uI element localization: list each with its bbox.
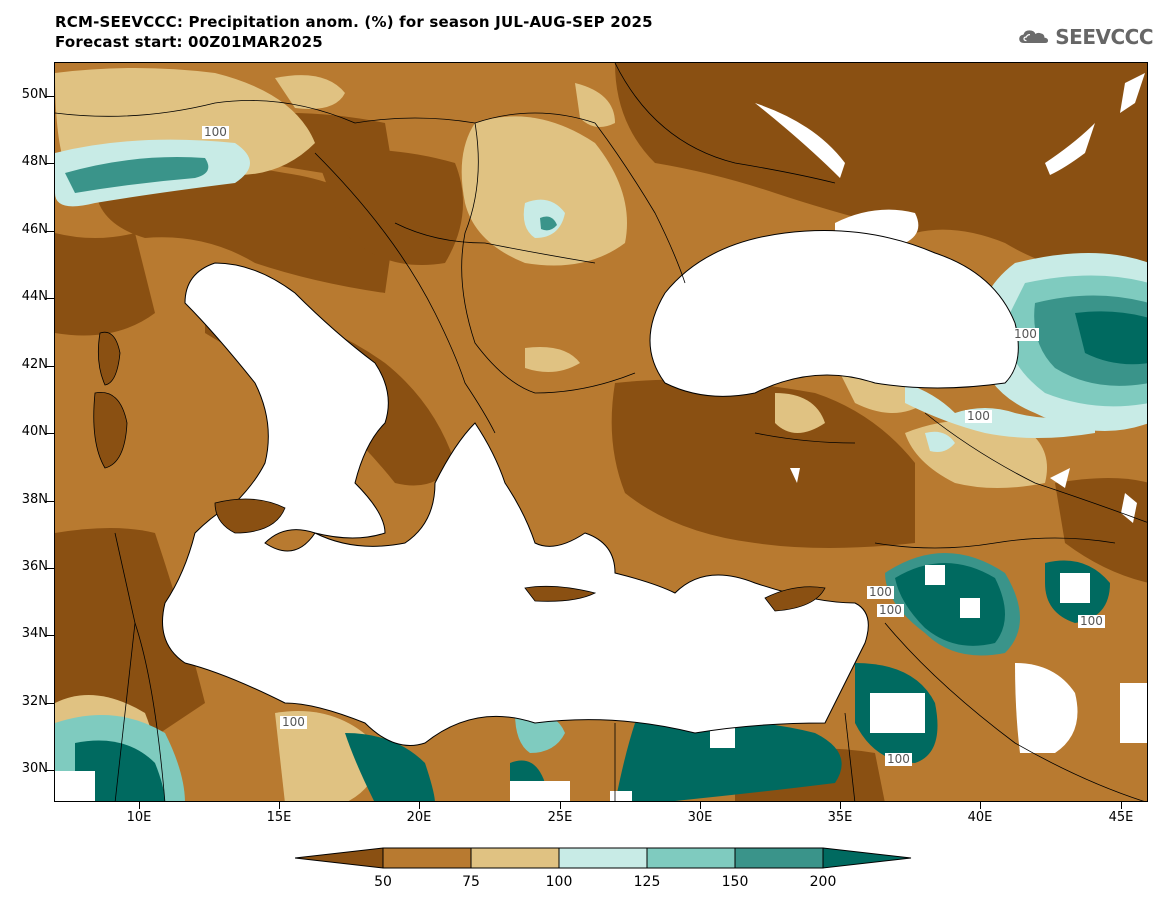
anomaly-above-100	[55, 139, 1147, 801]
cloud-icon	[1019, 30, 1049, 44]
lat-label: 42N	[21, 357, 48, 372]
seevccc-logo: SEEVCCC	[1018, 20, 1153, 54]
lat-label: 34N	[21, 626, 48, 641]
lon-tick	[419, 802, 420, 809]
contour-label: 100	[965, 409, 992, 423]
lat-tick	[46, 231, 54, 232]
lat-label: 46N	[21, 222, 48, 237]
precipitation-map	[55, 63, 1147, 801]
lat-label: 44N	[21, 289, 48, 304]
lat-label: 48N	[21, 154, 48, 169]
corsica	[97, 331, 121, 386]
colorbar-label: 50	[374, 874, 392, 890]
colorbar-segment-50-75	[382, 847, 472, 869]
lon-label: 10E	[126, 810, 152, 825]
contour-label: 100	[867, 585, 894, 599]
map-plot-area: 100 100 100 100 100 100 100 100	[54, 62, 1148, 802]
lat-label: 38N	[21, 492, 48, 507]
colorbar-segment-100-125	[558, 847, 648, 869]
lon-tick	[840, 802, 841, 809]
contour-label: 100	[1012, 327, 1039, 341]
map-title: RCM-SEEVCCC: Precipitation anom. (%) for…	[55, 13, 653, 31]
lon-label: 15E	[266, 810, 292, 825]
country-borders	[55, 63, 1147, 801]
colorbar-label: 150	[721, 874, 749, 890]
colorbar-label: 100	[545, 874, 573, 890]
crete	[524, 585, 597, 602]
lon-label: 30E	[687, 810, 713, 825]
lon-label: 45E	[1108, 810, 1134, 825]
lon-tick	[560, 802, 561, 809]
lon-tick	[700, 802, 701, 809]
colorbar-label: 75	[462, 874, 480, 890]
islands	[93, 331, 826, 612]
colorbar-scale	[294, 847, 912, 869]
colorbar-segment-below-50	[294, 847, 384, 869]
lon-tick	[279, 802, 280, 809]
colorbar-segment-125-150	[646, 847, 736, 869]
lat-tick	[46, 433, 54, 434]
lat-label: 40N	[21, 424, 48, 439]
contour-label: 100	[202, 125, 229, 139]
coastlines	[162, 230, 1019, 746]
colorbar-segment-150-200	[734, 847, 824, 869]
contour-label: 100	[877, 603, 904, 617]
colorbar-segment-75-100	[470, 847, 560, 869]
lat-label: 32N	[21, 694, 48, 709]
colorbar: 50 75 100 125 150 200	[294, 846, 915, 896]
contour-label: 100	[885, 752, 912, 766]
lon-tick	[1121, 802, 1122, 809]
lat-tick	[46, 298, 54, 299]
no-data-mask	[55, 73, 1147, 801]
lat-label: 50N	[21, 87, 48, 102]
contour-label: 100	[280, 715, 307, 729]
lon-label: 40E	[967, 810, 993, 825]
lat-tick	[46, 501, 54, 502]
colorbar-segment-above-200	[822, 847, 912, 869]
sicily	[214, 498, 286, 534]
forecast-start: Forecast start: 00Z01MAR2025	[55, 33, 323, 51]
colorbar-label: 125	[633, 874, 661, 890]
lon-label: 25E	[547, 810, 573, 825]
lat-label: 36N	[21, 559, 48, 574]
contour-label: 100	[1078, 614, 1105, 628]
lat-tick	[46, 366, 54, 367]
lat-tick	[46, 96, 54, 97]
title-block: RCM-SEEVCCC: Precipitation anom. (%) for…	[55, 12, 653, 52]
lat-tick	[46, 635, 54, 636]
colorbar-label: 200	[809, 874, 837, 890]
anomaly-below-50	[55, 63, 1147, 801]
lat-tick	[46, 568, 54, 569]
sea-mask	[162, 209, 1019, 746]
lon-label: 20E	[406, 810, 432, 825]
sardinia	[93, 391, 128, 469]
lat-label: 30N	[21, 761, 48, 776]
lon-tick	[139, 802, 140, 809]
lat-tick	[46, 770, 54, 771]
lon-label: 35E	[827, 810, 853, 825]
lat-tick	[46, 703, 54, 704]
cyprus	[764, 586, 826, 612]
logo-text: SEEVCCC	[1055, 25, 1153, 49]
lon-tick	[980, 802, 981, 809]
lat-tick	[46, 163, 54, 164]
